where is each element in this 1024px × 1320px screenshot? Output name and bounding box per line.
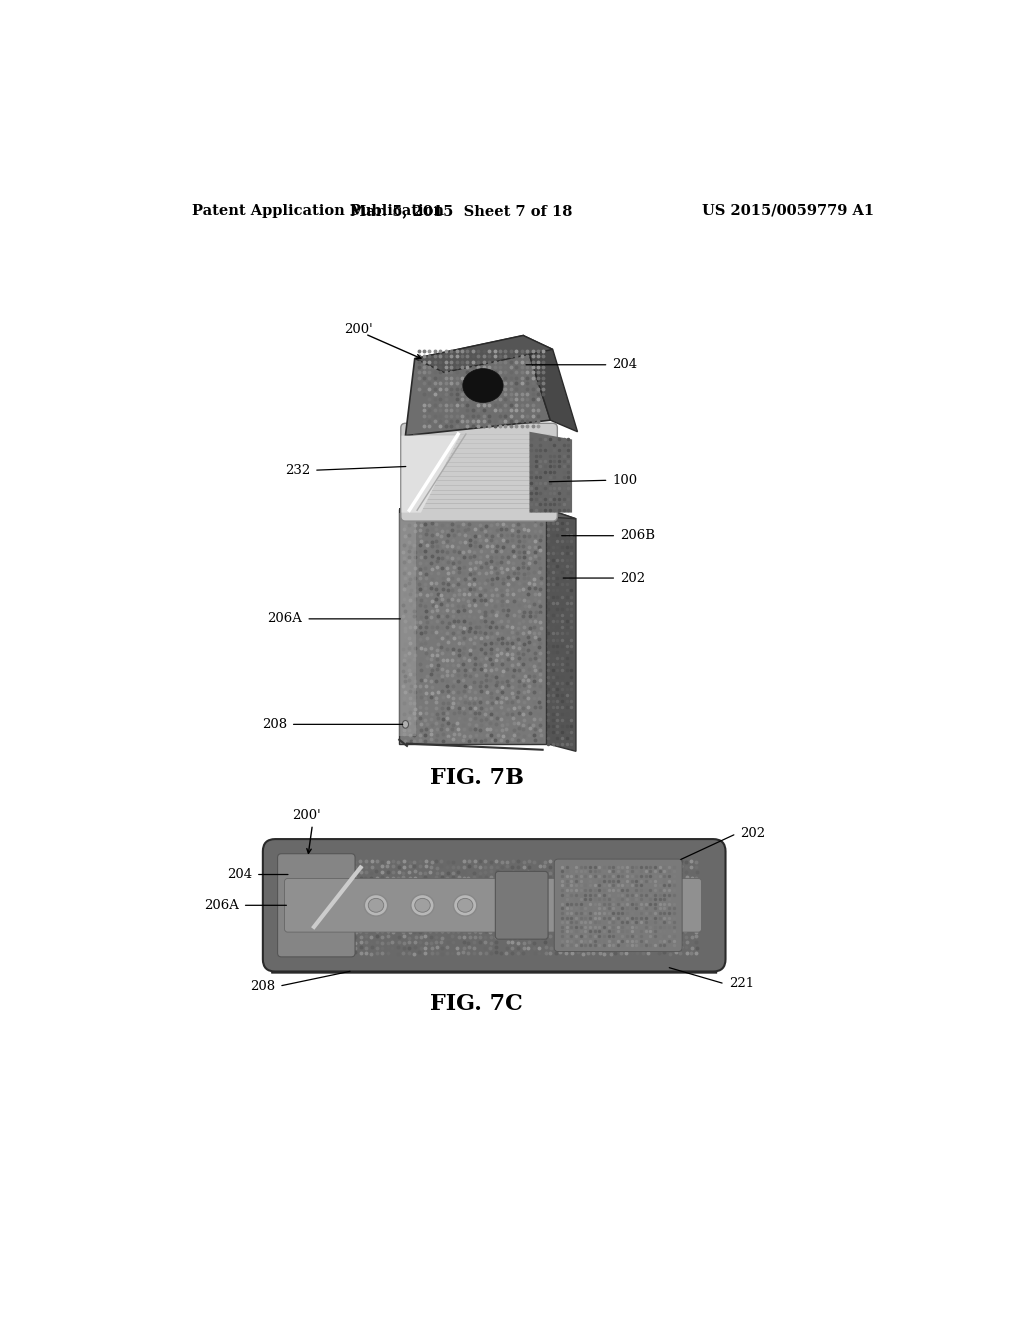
Ellipse shape [463, 368, 503, 403]
Text: 100: 100 [612, 474, 638, 487]
Ellipse shape [369, 899, 384, 912]
Ellipse shape [365, 895, 388, 916]
FancyBboxPatch shape [496, 871, 548, 940]
Polygon shape [523, 335, 578, 432]
Polygon shape [271, 960, 717, 973]
Text: 221: 221 [729, 977, 754, 990]
Ellipse shape [402, 721, 409, 729]
Text: 204: 204 [612, 358, 638, 371]
FancyBboxPatch shape [278, 854, 355, 957]
Polygon shape [529, 432, 572, 512]
Text: 206B: 206B [621, 529, 655, 543]
Text: 232: 232 [285, 463, 310, 477]
Text: Patent Application Publication: Patent Application Publication [191, 203, 443, 218]
Polygon shape [415, 335, 553, 372]
Polygon shape [399, 512, 417, 737]
FancyBboxPatch shape [285, 879, 701, 932]
Text: US 2015/0059779 A1: US 2015/0059779 A1 [701, 203, 873, 218]
FancyBboxPatch shape [554, 859, 682, 952]
Text: 206A: 206A [204, 899, 239, 912]
Polygon shape [547, 508, 575, 751]
Polygon shape [399, 508, 575, 519]
Text: Mar. 5, 2015  Sheet 7 of 18: Mar. 5, 2015 Sheet 7 of 18 [350, 203, 572, 218]
Polygon shape [399, 508, 547, 743]
Text: 200': 200' [344, 323, 374, 335]
Text: 206A: 206A [267, 612, 302, 626]
Text: 208: 208 [262, 718, 287, 731]
Text: FIG. 7B: FIG. 7B [430, 767, 523, 789]
FancyBboxPatch shape [263, 840, 726, 972]
Ellipse shape [454, 895, 477, 916]
FancyBboxPatch shape [400, 424, 557, 521]
Text: 200': 200' [292, 809, 321, 822]
Text: FIG. 7C: FIG. 7C [430, 993, 523, 1015]
Ellipse shape [411, 895, 434, 916]
Ellipse shape [458, 899, 473, 912]
Polygon shape [406, 335, 550, 436]
Text: 204: 204 [227, 869, 252, 880]
Text: 202: 202 [621, 572, 645, 585]
Polygon shape [401, 436, 460, 512]
Ellipse shape [415, 899, 430, 912]
Text: 202: 202 [740, 828, 765, 841]
Text: 208: 208 [250, 979, 275, 993]
